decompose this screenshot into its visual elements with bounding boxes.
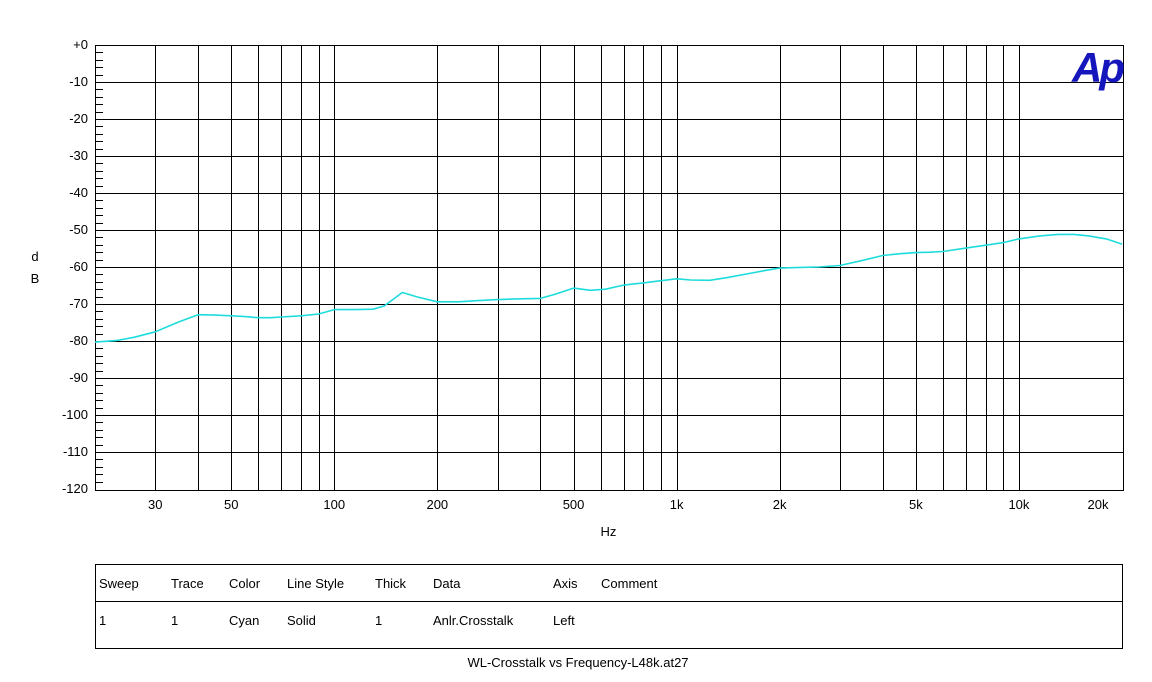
y-tick-label: -20 — [69, 111, 88, 126]
y-axis-unit-line2: B — [30, 271, 40, 286]
trace-legend-table: Sweep Trace Color Line Style Thick Data … — [95, 564, 1123, 649]
header-line-style: Line Style — [287, 575, 345, 591]
x-tick-label: 100 — [323, 497, 346, 512]
y-tick-label: -120 — [61, 481, 88, 496]
x-tick-label: 20k — [1087, 497, 1109, 512]
cell-sweep: 1 — [99, 613, 107, 628]
crosstalk-frequency-plot — [95, 45, 1124, 491]
header-data: Data — [433, 575, 461, 591]
y-tick-label: -40 — [69, 185, 88, 200]
y-tick-label: -30 — [69, 148, 88, 163]
y-tick-label: -10 — [69, 74, 88, 89]
y-tick-label: -60 — [69, 259, 88, 274]
y-tick-label: -110 — [62, 444, 88, 459]
x-tick-label: 50 — [223, 497, 239, 512]
cell-axis: Left — [553, 613, 575, 628]
audio-precision-logo: Ap — [1072, 44, 1125, 91]
header-comment: Comment — [601, 575, 658, 591]
x-tick-label: 10k — [1008, 497, 1030, 512]
cell-thick: 1 — [375, 613, 383, 628]
header-trace: Trace — [171, 575, 204, 591]
x-tick-label: 200 — [426, 497, 449, 512]
x-tick-label: 500 — [562, 497, 585, 512]
x-tick-label: 30 — [148, 497, 163, 512]
y-tick-label: +0 — [73, 37, 88, 52]
legend-table-header-row: Sweep Trace Color Line Style Thick Data … — [96, 565, 1122, 602]
y-tick-label: -80 — [69, 333, 88, 348]
cell-line-style: Solid — [287, 613, 316, 628]
y-tick-label: -90 — [69, 370, 88, 385]
x-tick-label: 1k — [669, 497, 684, 512]
cell-trace: 1 — [171, 613, 179, 628]
y-tick-label: -70 — [69, 296, 88, 311]
header-color: Color — [229, 575, 261, 591]
x-tick-label: 2k — [772, 497, 787, 512]
y-tick-label: -50 — [69, 222, 88, 237]
header-axis: Axis — [553, 575, 578, 591]
x-axis-unit-label: Hz — [600, 524, 617, 539]
cell-color: Cyan — [229, 613, 260, 628]
y-tick-label: -100 — [61, 407, 88, 422]
cell-data: Anlr.Crosstalk — [433, 613, 514, 628]
x-tick-label: 5k — [909, 497, 923, 512]
crosstalk-trace — [95, 233, 1123, 343]
header-sweep: Sweep — [99, 575, 139, 591]
y-axis-unit-label: d B — [26, 246, 44, 290]
y-axis-unit-line1: d — [31, 249, 39, 264]
header-thick: Thick — [375, 575, 407, 591]
legend-table-row: 1 1 Cyan Solid 1 Anlr.Crosstalk Left — [96, 602, 1122, 648]
chart-title: WL-Crosstalk vs Frequency-L48k.at27 — [467, 655, 689, 670]
